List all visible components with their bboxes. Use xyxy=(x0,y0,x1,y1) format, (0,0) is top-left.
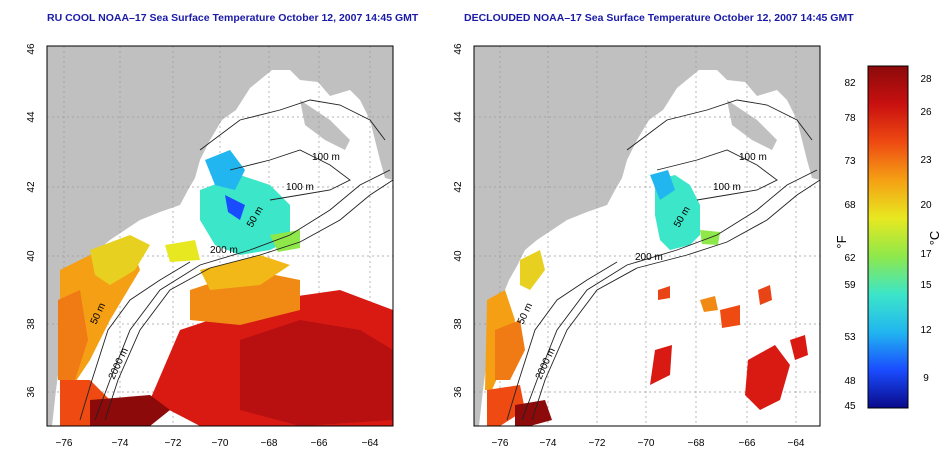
x-tick: −72 xyxy=(165,438,182,449)
panel-2-x-ticks: −76 −74 −72 −70 −68 −66 −64 xyxy=(492,438,805,449)
contour-label: 100 m xyxy=(713,182,741,193)
y-tick: 42 xyxy=(453,181,464,193)
f-tick: 62 xyxy=(844,253,856,264)
f-tick: 59 xyxy=(844,280,856,291)
c-tick: 15 xyxy=(920,280,932,291)
y-tick: 38 xyxy=(453,318,464,330)
fahrenheit-label: °F xyxy=(834,235,849,248)
y-tick: 36 xyxy=(453,386,464,398)
nova-scotia xyxy=(300,100,350,150)
x-tick: −74 xyxy=(112,438,129,449)
colorbar-c-ticks: 28 26 23 20 17 15 12 9 xyxy=(920,74,932,384)
f-tick: 45 xyxy=(844,401,856,412)
panel-1-map: 100 m 100 m 50 m 200 m 50 m 2000 m −76 −… xyxy=(26,43,394,449)
y-tick: 40 xyxy=(453,250,464,262)
panel-1-x-ticks: −76 −74 −72 −70 −68 −66 −64 xyxy=(56,438,379,449)
c-tick: 12 xyxy=(920,325,932,336)
panel-1-title: RU COOL NOAA–17 Sea Surface Temperature … xyxy=(47,12,419,24)
contour-label: 100 m xyxy=(739,152,767,163)
colorbar-f-ticks: 82 78 73 68 62 59 53 48 45 xyxy=(844,78,856,412)
bathymetry-contours xyxy=(79,99,393,421)
f-tick: 68 xyxy=(844,200,856,211)
c-tick: 17 xyxy=(920,249,932,260)
x-tick: −76 xyxy=(492,438,509,449)
panel-2-title: DECLOUDED NOAA–17 Sea Surface Temperatur… xyxy=(464,12,854,24)
y-tick: 36 xyxy=(26,386,37,398)
y-tick: 44 xyxy=(453,111,464,123)
x-tick: −66 xyxy=(311,438,328,449)
panel-1-frame xyxy=(46,45,394,427)
y-tick: 46 xyxy=(453,43,464,55)
f-tick: 53 xyxy=(844,332,856,343)
panel-2-y-ticks: 36 38 40 42 44 46 xyxy=(453,43,464,398)
nova-scotia xyxy=(727,100,777,150)
y-tick: 44 xyxy=(26,111,37,123)
x-tick: −68 xyxy=(261,438,278,449)
contour-label: 100 m xyxy=(286,182,314,193)
x-tick: −64 xyxy=(362,438,379,449)
panel-2-map: 100 m 100 m 50 m 200 m 50 m 2000 m −76 −… xyxy=(453,43,821,449)
colorbar: 82 78 73 68 62 59 53 48 45 28 26 23 20 1… xyxy=(834,65,942,412)
contour-label: 200 m xyxy=(635,252,663,263)
y-tick: 46 xyxy=(26,43,37,55)
colorbar-gradient xyxy=(867,65,909,409)
land-mass xyxy=(47,46,393,426)
x-tick: −70 xyxy=(638,438,655,449)
c-tick: 23 xyxy=(920,155,932,166)
c-tick: 9 xyxy=(923,373,929,384)
land-mass xyxy=(474,46,820,426)
x-tick: −68 xyxy=(688,438,705,449)
contour-label: 200 m xyxy=(210,245,238,256)
f-tick: 78 xyxy=(844,113,856,124)
bathymetry-contours xyxy=(506,99,820,421)
y-tick: 42 xyxy=(26,181,37,193)
x-tick: −64 xyxy=(788,438,805,449)
f-tick: 48 xyxy=(844,376,856,387)
y-tick: 38 xyxy=(26,318,37,330)
panel-1-y-ticks: 36 38 40 42 44 46 xyxy=(26,43,37,398)
celsius-label: °C xyxy=(927,231,942,246)
contour-label: 100 m xyxy=(312,152,340,163)
f-tick: 73 xyxy=(844,156,856,167)
f-tick: 82 xyxy=(844,78,856,89)
x-tick: −72 xyxy=(589,438,606,449)
x-tick: −76 xyxy=(56,438,73,449)
c-tick: 28 xyxy=(920,74,932,85)
c-tick: 20 xyxy=(920,200,932,211)
sst-patches xyxy=(485,170,808,426)
x-tick: −70 xyxy=(212,438,229,449)
x-tick: −66 xyxy=(739,438,756,449)
x-tick: −74 xyxy=(540,438,557,449)
y-tick: 40 xyxy=(26,250,37,262)
c-tick: 26 xyxy=(920,107,932,118)
panel-2-frame xyxy=(473,45,821,427)
